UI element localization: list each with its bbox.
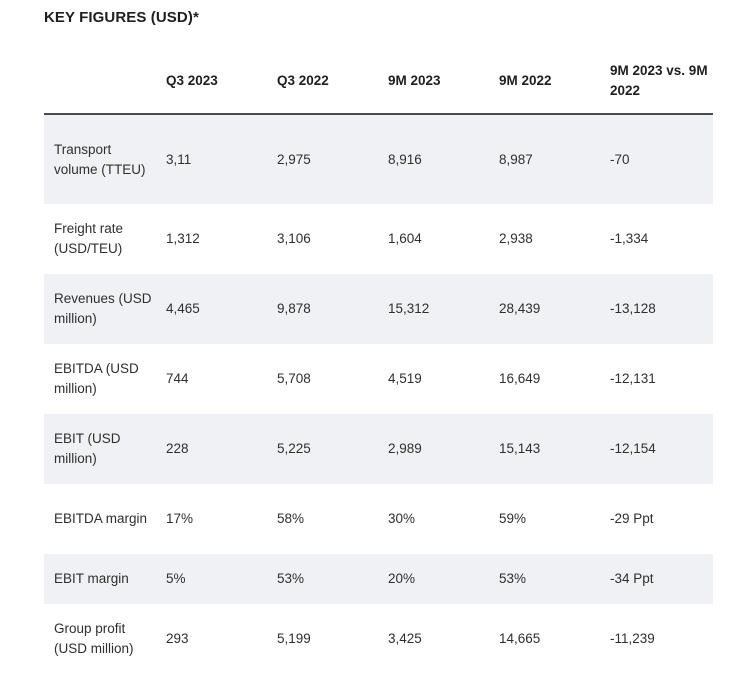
table-cell: 8,916 — [378, 114, 489, 204]
table-cell: 58% — [277, 511, 305, 526]
table-cell: 5% — [156, 554, 267, 604]
table-cell: 3,106 — [277, 231, 311, 246]
header-cell-change: 9M 2023 vs. 9M 2022 — [600, 48, 713, 115]
table-cell: 15,312 — [378, 274, 489, 344]
table-row: EBITDA (USD million) 744 5,708 4,519 16,… — [44, 344, 713, 414]
table-cell: 5,225 — [267, 414, 378, 484]
table-cell: 30% — [388, 511, 416, 526]
table-cell: 4,465 — [156, 274, 267, 344]
table-cell: -29 Ppt — [610, 511, 654, 526]
table-cell: 8,987 — [489, 114, 600, 204]
page-title: KEY FIGURES (USD)* — [44, 9, 199, 26]
table-cell: -34 Ppt — [600, 554, 713, 604]
table-cell: 28,439 — [489, 274, 600, 344]
table-cell: 3,11 — [156, 114, 267, 204]
header-cell-q3-2023: Q3 2023 — [156, 48, 267, 115]
table-cell: -11,239 — [610, 631, 655, 646]
table-row: EBIT (USD million) 228 5,225 2,989 15,14… — [44, 414, 713, 484]
table-row: EBIT margin 5% 53% 20% 53% -34 Ppt — [44, 554, 713, 604]
header-cell-9m-2023: 9M 2023 — [378, 48, 489, 115]
table-cell: 228 — [156, 414, 267, 484]
table-cell: -1,334 — [610, 231, 649, 246]
table-cell: -13,128 — [600, 274, 713, 344]
table-row: Transport volume (TTEU) 3,11 2,975 8,916… — [44, 114, 713, 204]
table-cell: 5,708 — [277, 371, 311, 386]
row-label: Revenues (USD million) — [44, 274, 156, 344]
table-cell: 1,312 — [166, 231, 200, 246]
table-row: Freight rate (USD/TEU) 1,312 3,106 1,604… — [44, 204, 713, 274]
table-cell: 53% — [489, 554, 600, 604]
header-cell-q3-2022: Q3 2022 — [267, 48, 378, 115]
row-label: EBITDA margin — [54, 511, 148, 526]
table-row: Revenues (USD million) 4,465 9,878 15,31… — [44, 274, 713, 344]
table-cell: 1,604 — [388, 231, 422, 246]
table-cell: 16,649 — [499, 371, 541, 386]
table-cell: 2,989 — [378, 414, 489, 484]
row-label: EBITDA (USD million) — [54, 361, 139, 396]
table-cell: 59% — [499, 511, 527, 526]
table-cell: -12,154 — [600, 414, 713, 484]
table-cell: 14,665 — [499, 631, 541, 646]
table-cell: 9,878 — [267, 274, 378, 344]
table-cell: 744 — [166, 371, 189, 386]
row-label: Transport volume (TTEU) — [44, 114, 156, 204]
row-label: Freight rate (USD/TEU) — [54, 221, 124, 256]
header-row: Q3 2023 Q3 2022 9M 2023 9M 2022 9M 2023 … — [44, 48, 713, 115]
key-figures-table: Q3 2023 Q3 2022 9M 2023 9M 2022 9M 2023 … — [44, 48, 713, 674]
table-cell: 20% — [378, 554, 489, 604]
row-label: Group profit (USD million) — [54, 621, 134, 656]
header-cell-9m-2022: 9M 2022 — [489, 48, 600, 115]
table-cell: 15,143 — [489, 414, 600, 484]
row-label: EBIT margin — [44, 554, 156, 604]
table-cell: 3,425 — [388, 631, 422, 646]
header-cell-label — [44, 48, 156, 115]
row-label: EBIT (USD million) — [44, 414, 156, 484]
table-cell: 2,975 — [267, 114, 378, 204]
table-row: Group profit (USD million) 293 5,199 3,4… — [44, 604, 713, 674]
table-header: Q3 2023 Q3 2022 9M 2023 9M 2022 9M 2023 … — [44, 48, 713, 115]
table-row: EBITDA margin 17% 58% 30% 59% -29 Ppt — [44, 484, 713, 554]
table-cell: 2,938 — [499, 231, 533, 246]
table-body: Transport volume (TTEU) 3,11 2,975 8,916… — [44, 114, 713, 674]
table-cell: 53% — [267, 554, 378, 604]
table-cell: 4,519 — [388, 371, 422, 386]
table-cell: 5,199 — [277, 631, 311, 646]
table-cell: 293 — [166, 631, 189, 646]
table-cell: 17% — [166, 511, 194, 526]
table-cell: -70 — [600, 114, 713, 204]
table-cell: -12,131 — [610, 371, 656, 386]
